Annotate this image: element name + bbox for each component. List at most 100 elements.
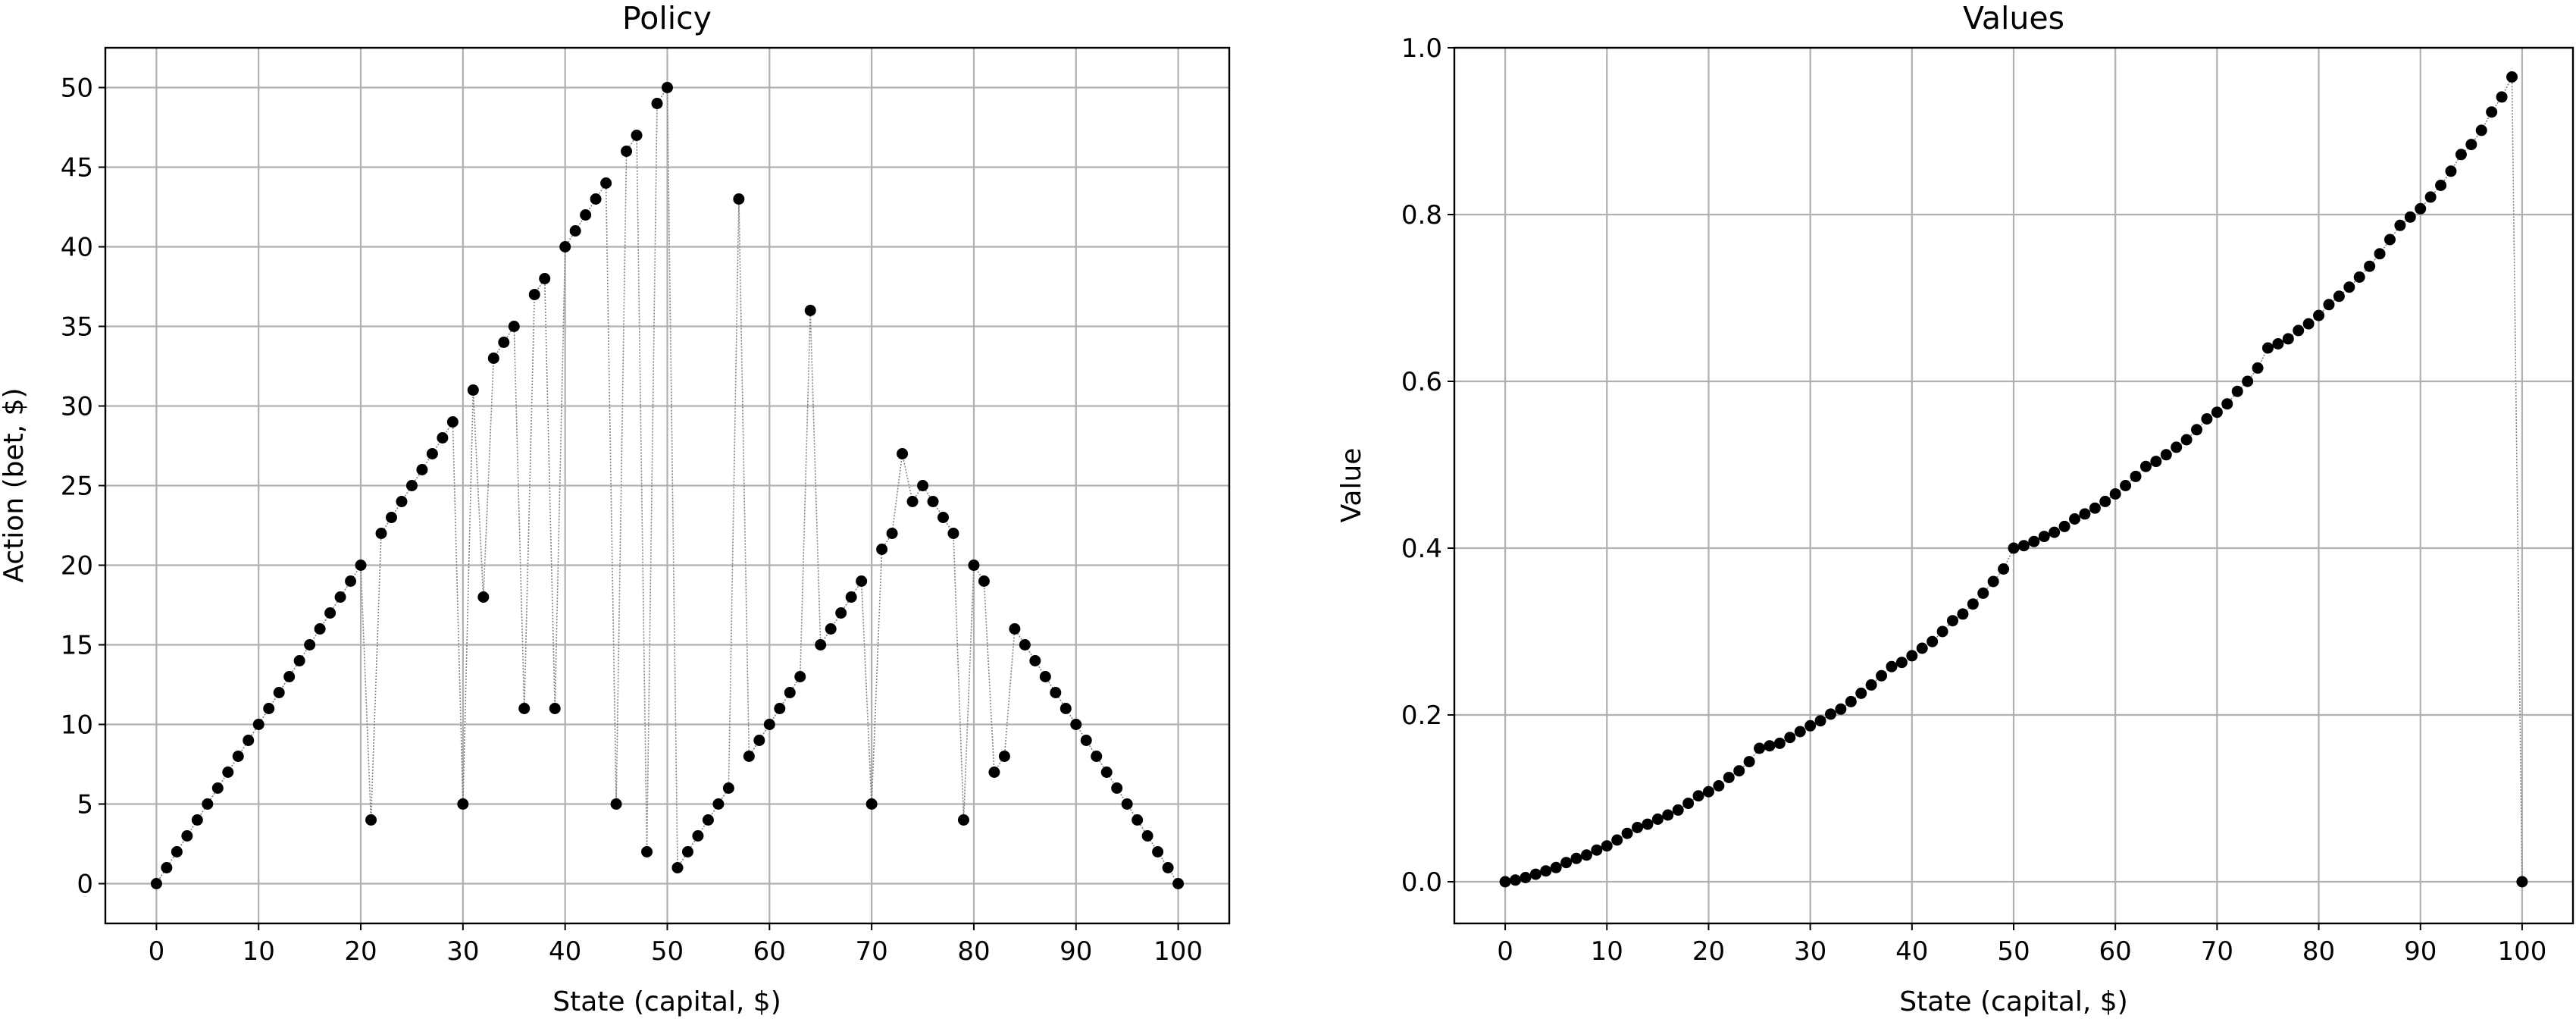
policy-data-point <box>1111 782 1123 794</box>
policy-data-point <box>191 814 203 826</box>
values-data-point <box>2313 309 2325 321</box>
policy-y-tick-label: 50 <box>61 74 93 104</box>
policy-data-point <box>304 639 316 651</box>
policy-x-tick-label: 10 <box>243 936 275 967</box>
values-data-point <box>1754 742 1766 754</box>
values-data-point <box>1580 849 1592 861</box>
policy-data-point <box>569 225 581 237</box>
policy-y-tick-label: 35 <box>61 312 93 343</box>
policy-data-point <box>539 273 551 284</box>
policy-data-point <box>437 432 449 444</box>
values-data-point <box>2201 413 2213 425</box>
policy-data-point <box>314 623 326 635</box>
policy-data-point <box>202 798 214 810</box>
values-x-tick-label: 60 <box>2099 936 2132 967</box>
values-data-point <box>1733 765 1745 777</box>
policy-data-point <box>845 591 857 603</box>
policy-y-tick-label: 30 <box>61 392 93 422</box>
policy-data-point <box>662 82 673 93</box>
policy-data-point <box>886 528 898 539</box>
values-data-point <box>1927 635 1939 647</box>
values-data-point <box>1886 660 1898 672</box>
policy-data-point <box>150 878 162 889</box>
policy-data-point <box>243 735 255 746</box>
values-data-point <box>2191 424 2203 436</box>
policy-y-tick-label: 10 <box>61 710 93 741</box>
values-data-point <box>2415 202 2427 215</box>
values-data-point <box>2323 299 2335 311</box>
policy-data-point <box>405 480 418 491</box>
values-data-point <box>2058 520 2071 532</box>
values-data-point <box>1814 715 1826 727</box>
values-data-point <box>2089 502 2101 514</box>
policy-data-point <box>753 735 765 746</box>
values-data-point <box>2211 406 2223 419</box>
values-grid <box>1454 46 2573 923</box>
policy-data-point <box>355 560 367 571</box>
policy-data-point <box>774 703 786 714</box>
values-data-point <box>2160 449 2172 461</box>
policy-data-point <box>365 814 377 826</box>
policy-y-axis-label: Action (bet, $) <box>0 387 30 582</box>
values-data-point <box>1550 861 1562 873</box>
policy-data-point <box>396 496 408 507</box>
values-y-axis-label: Value <box>1336 448 1367 523</box>
policy-data-point <box>804 305 816 316</box>
values-data-point <box>1520 872 1532 883</box>
values-data-point <box>2394 219 2406 231</box>
values-data-point <box>1591 844 1603 856</box>
values-data-point <box>2252 362 2264 374</box>
values-data-point <box>1499 876 1511 888</box>
values-data-point <box>2302 318 2315 330</box>
policy-chart: Policy State (capital, $) Action (bet, $… <box>0 0 1231 1017</box>
values-data-point <box>2506 71 2518 83</box>
values-data-point <box>1713 780 1725 792</box>
values-data-point <box>2384 234 2396 246</box>
policy-x-tick-label: 30 <box>446 936 479 967</box>
policy-data-point <box>651 98 663 109</box>
values-data-point <box>1743 756 1755 768</box>
policy-data-point <box>324 607 336 619</box>
policy-x-tick-label: 50 <box>651 936 684 967</box>
policy-data-point <box>263 703 275 714</box>
values-y-tick-label: 0.8 <box>1401 200 1442 230</box>
values-x-tick-label: 30 <box>1794 936 1826 967</box>
policy-data-point <box>590 193 602 205</box>
policy-data-point <box>1039 671 1051 682</box>
values-data-point <box>1692 790 1704 802</box>
policy-data-point <box>1100 766 1113 778</box>
policy-data-point <box>835 607 847 619</box>
values-data-point <box>2516 876 2528 888</box>
values-data-point <box>1977 587 1989 599</box>
policy-data-point <box>897 448 909 459</box>
policy-data-point <box>1131 814 1144 826</box>
policy-data-point <box>181 830 193 842</box>
policy-data-point <box>1070 719 1082 730</box>
values-data-point <box>1967 598 1979 610</box>
policy-y-tick-label: 45 <box>61 153 93 183</box>
policy-data-point <box>671 862 684 873</box>
values-data-point <box>2293 324 2305 337</box>
values-data-point <box>1529 868 1542 880</box>
policy-data-point <box>621 146 633 157</box>
policy-data-point <box>477 591 490 603</box>
values-data-point <box>2231 385 2243 397</box>
policy-data-point <box>743 751 755 762</box>
values-data-point <box>1835 703 1847 715</box>
policy-data-point <box>518 703 531 714</box>
values-data-point <box>2109 488 2121 500</box>
values-data-point <box>1642 818 1654 830</box>
values-data-point <box>2496 91 2508 103</box>
policy-data-point <box>222 766 234 778</box>
policy-data-point <box>815 639 827 651</box>
policy-data-point <box>487 353 499 364</box>
policy-data-point <box>457 798 469 810</box>
policy-data-point <box>763 719 775 730</box>
values-chart: Values State (capital, $) Value 0 10 20 30 4… <box>1336 0 2574 1017</box>
values-data-point <box>1723 772 1735 783</box>
values-data-point <box>2404 211 2416 223</box>
values-data-point <box>1895 657 1908 669</box>
policy-data-point <box>1152 846 1164 857</box>
values-data-point <box>1804 719 1817 732</box>
policy-data-point <box>988 766 1000 778</box>
